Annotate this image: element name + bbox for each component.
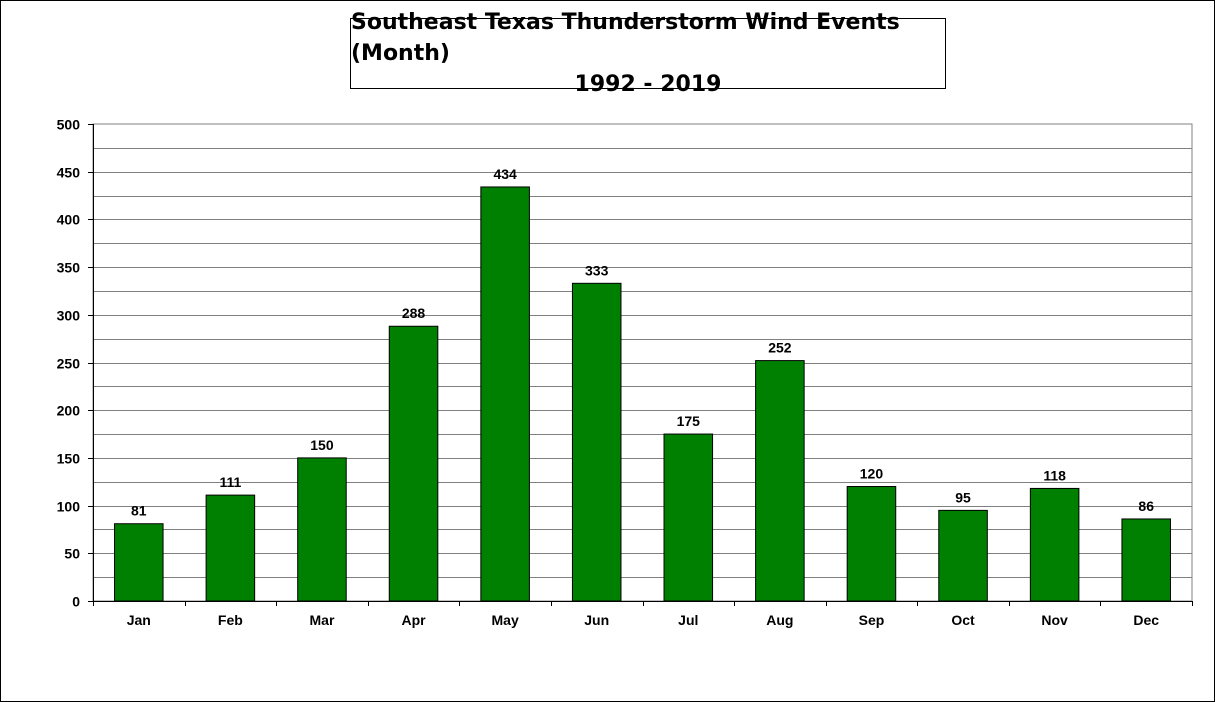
y-tick-label: 250 [57,356,81,372]
x-tick-label: Feb [218,612,243,628]
x-tick-label: Jun [584,612,609,628]
y-tick-label: 50 [64,546,80,562]
x-axis-ticks: Jan Feb Mar Apr May Jun Jul Aug Sep Oct Nov Dec [127,612,1160,628]
bar-feb [205,494,256,602]
data-label-sep: 120 [860,466,884,482]
data-label-jun: 333 [585,262,609,278]
y-tick-label: 150 [57,451,81,467]
gridlines [92,123,1193,602]
data-label-apr: 288 [402,305,426,321]
y-tick-label: 300 [57,308,81,324]
plot-area [92,123,1193,602]
x-tick-label: Sep [859,612,885,628]
bar-sep [846,486,897,602]
y-tick-label: 0 [72,594,80,610]
data-label-feb: 111 [219,474,241,490]
x-tick-label: Aug [766,612,793,628]
data-label-nov: 118 [1043,467,1066,483]
chart-subtitle: 1992 - 2019 [574,72,722,97]
bar-jan [114,523,164,602]
data-label-dec: 86 [1138,498,1154,514]
x-tick-label: Nov [1041,612,1068,628]
data-label-jan: 81 [131,503,147,519]
x-tick-label: Apr [401,612,426,628]
data-label-mar: 150 [310,437,334,453]
y-tick-label: 200 [57,403,81,419]
x-tick-label: May [492,612,519,628]
x-tick-label: Jul [678,612,698,628]
chart-title: Southeast Texas Thunderstorm Wind Events… [351,10,900,66]
bars [114,186,1171,602]
bar-mar [297,457,347,602]
y-axis-ticks: 0 50 100 150 200 250 300 350 400 450 500 [57,117,81,610]
bar-apr [388,325,439,602]
x-tick-label: Jan [127,612,151,628]
bar-jul [663,433,714,602]
y-tick-label: 450 [57,165,81,181]
data-labels: 81 111 150 288 434 333 175 252 120 95 118 86 [131,166,1154,519]
y-tick-label: 350 [57,260,81,276]
data-label-oct: 95 [955,489,971,505]
y-tick-label: 100 [57,499,81,515]
x-tick-label: Mar [310,612,335,628]
bar-aug [755,360,805,602]
bar-dec [1121,518,1171,602]
bar-jun [571,282,622,602]
x-tick-label: Oct [951,612,975,628]
chart-title-box: Southeast Texas Thunderstorm Wind Events… [350,10,946,97]
bar-may [480,186,530,602]
data-label-jul: 175 [677,413,701,429]
bar-nov [1029,487,1080,602]
y-tick-label: 400 [57,212,81,228]
axes [88,124,1193,606]
data-label-aug: 252 [768,340,792,356]
data-label-may: 434 [493,166,517,182]
y-tick-label: 500 [57,117,81,133]
x-tick-label: Dec [1133,612,1159,628]
bar-oct [938,509,988,602]
